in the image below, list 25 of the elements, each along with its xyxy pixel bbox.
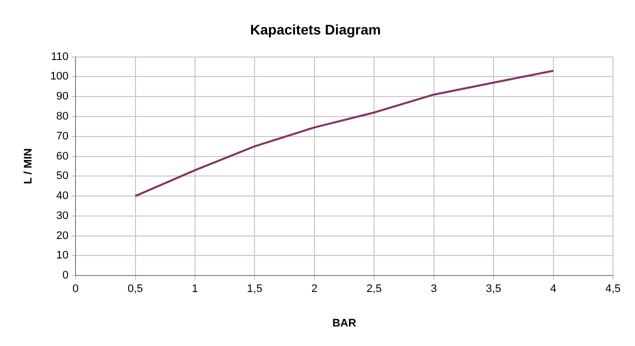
y-tick-label: 0 — [62, 270, 69, 282]
x-tick-label: 0 — [72, 283, 79, 296]
y-tick-label: 30 — [56, 210, 69, 222]
x-tick-label: 4,5 — [605, 283, 621, 296]
y-tick-label: 10 — [56, 250, 69, 262]
x-axis-title: BAR — [332, 317, 356, 330]
x-tick-label: 3,5 — [486, 283, 502, 296]
x-tick-label: 2,5 — [366, 283, 382, 296]
x-tick-label: 0,5 — [128, 283, 143, 296]
y-axis-title: L / MIN — [22, 148, 35, 184]
y-tick-label: 60 — [56, 150, 69, 162]
x-tick-label: 4 — [550, 283, 556, 296]
y-tick-label: 80 — [56, 110, 69, 123]
chart-title: Kapacitets Diagram — [250, 21, 381, 38]
x-tick-label: 3 — [430, 283, 437, 296]
y-tick-label: 50 — [56, 170, 69, 182]
y-tick-label: 70 — [56, 130, 69, 142]
x-tick-label: 1,5 — [247, 283, 262, 296]
y-tick-label: 20 — [56, 230, 69, 242]
x-tick-label: 1 — [192, 283, 198, 296]
y-tick-label: 110 — [51, 50, 69, 63]
y-tick-label: 40 — [56, 190, 69, 202]
y-tick-label: 100 — [50, 70, 69, 83]
y-tick-label: 90 — [56, 90, 69, 103]
x-tick-label: 2 — [311, 283, 318, 296]
